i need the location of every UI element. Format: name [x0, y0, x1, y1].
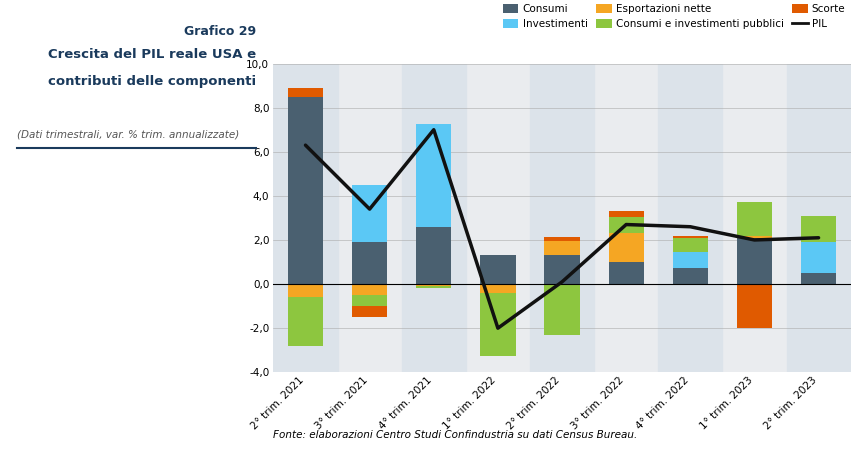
- Bar: [352, 185, 387, 242]
- Bar: [288, 297, 323, 346]
- Bar: [801, 242, 836, 273]
- Bar: [608, 262, 644, 284]
- Bar: [480, 284, 516, 293]
- Legend: Consumi, Investimenti, Esportazioni nette, Consumi e investimenti pubblici, Scor: Consumi, Investimenti, Esportazioni nett…: [503, 4, 845, 29]
- Bar: [801, 273, 836, 284]
- Bar: [544, 256, 580, 284]
- Bar: [673, 252, 708, 267]
- Bar: [480, 293, 516, 356]
- Bar: [673, 238, 708, 252]
- Text: contributi delle componenti: contributi delle componenti: [48, 75, 256, 88]
- Bar: [786, 64, 851, 372]
- Bar: [737, 284, 772, 328]
- Bar: [737, 236, 772, 238]
- Bar: [288, 97, 323, 284]
- Bar: [608, 233, 644, 262]
- Bar: [673, 236, 708, 238]
- Bar: [273, 64, 338, 372]
- Text: Fonte: elaborazioni Centro Studi Confindustria su dati Census Bureau.: Fonte: elaborazioni Centro Studi Confind…: [273, 430, 638, 440]
- Bar: [544, 241, 580, 256]
- Bar: [352, 242, 387, 284]
- Text: (Dati trimestrali, var. % trim. annualizzate): (Dati trimestrali, var. % trim. annualiz…: [17, 129, 240, 139]
- Bar: [288, 88, 323, 97]
- Text: Crescita del PIL reale USA e: Crescita del PIL reale USA e: [48, 48, 256, 61]
- Bar: [416, 227, 451, 284]
- Bar: [352, 306, 387, 317]
- Bar: [544, 237, 580, 241]
- Bar: [737, 202, 772, 236]
- Bar: [544, 284, 580, 335]
- Bar: [673, 267, 708, 284]
- Bar: [658, 64, 722, 372]
- Bar: [402, 64, 466, 372]
- Bar: [416, 286, 451, 288]
- Bar: [352, 295, 387, 306]
- Bar: [288, 284, 323, 297]
- Bar: [608, 211, 644, 217]
- Bar: [801, 216, 836, 242]
- Text: Grafico 29: Grafico 29: [184, 25, 256, 38]
- Bar: [352, 284, 387, 295]
- Bar: [416, 284, 451, 286]
- Bar: [416, 124, 451, 227]
- Bar: [608, 217, 644, 233]
- Bar: [737, 238, 772, 284]
- Bar: [480, 256, 516, 284]
- Bar: [530, 64, 594, 372]
